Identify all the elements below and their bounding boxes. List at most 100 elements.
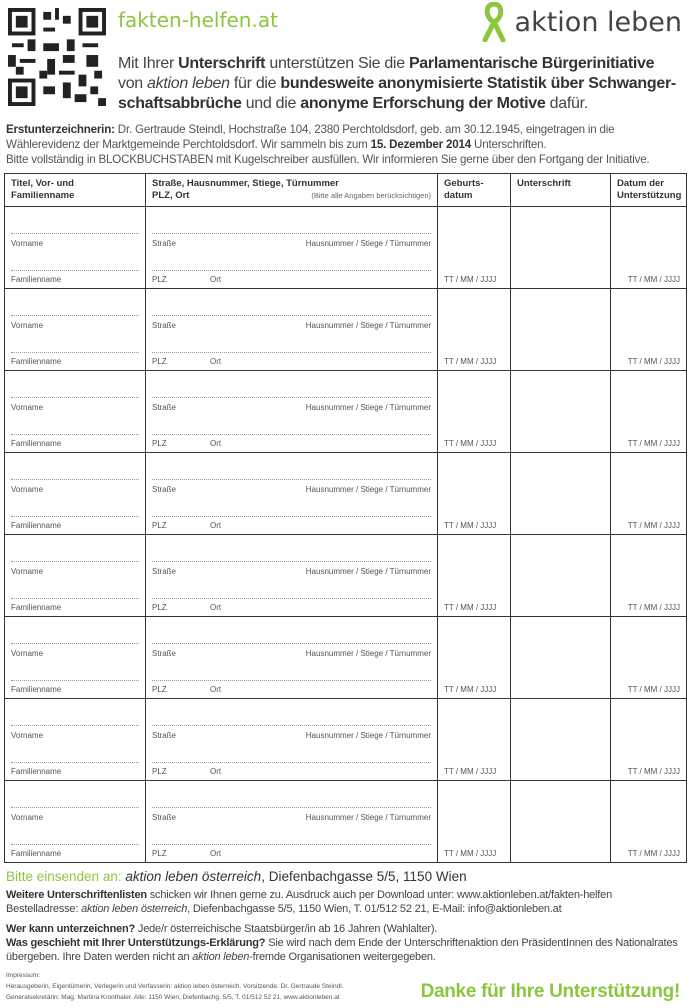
birthdate-cell[interactable]: TT / MM / JJJJ	[437, 452, 511, 535]
date-format: TT / MM / JJJJ	[627, 275, 680, 284]
col-signature: Unterschrift	[510, 173, 611, 207]
address-cell[interactable]: Straße Hausnummer / Stiege / Türnummer PLZ…	[145, 698, 438, 781]
signature-cell[interactable]	[510, 698, 611, 781]
logo-text: aktion leben	[514, 6, 682, 38]
support-date-cell[interactable]: TT / MM / JJJJ	[610, 780, 687, 863]
date-format: TT / MM / JJJJ	[444, 439, 497, 448]
birthdate-cell[interactable]: TT / MM / JJJJ	[437, 534, 511, 617]
name-cell[interactable]: Vorname Familienname	[4, 616, 146, 699]
birthdate-cell[interactable]: TT / MM / JJJJ	[437, 288, 511, 371]
date-format: TT / MM / JJJJ	[627, 357, 680, 366]
table-row: Vorname Familienname Straße Hausnummer / S…	[4, 616, 687, 699]
last-name-label: Familienname	[11, 849, 62, 858]
first-name-label: Vorname	[11, 813, 44, 822]
table-row: Vorname Familienname Straße Hausnummer / S…	[4, 534, 687, 617]
address-cell[interactable]: Straße Hausnummer / Stiege / Türnummer PLZ…	[145, 780, 438, 863]
signature-cell[interactable]	[510, 370, 611, 453]
street-label: Straße	[152, 731, 177, 740]
last-name-label: Familienname	[11, 521, 62, 530]
table-row: Vorname Familienname Straße Hausnummer / S…	[4, 698, 687, 781]
date-format: TT / MM / JJJJ	[627, 521, 680, 530]
support-date-cell[interactable]: TT / MM / JJJJ	[610, 288, 687, 371]
date-format: TT / MM / JJJJ	[627, 849, 680, 858]
house-label: Hausnummer / Stiege / Türnummer	[305, 403, 431, 412]
date-format: TT / MM / JJJJ	[444, 357, 497, 366]
date-format: TT / MM / JJJJ	[627, 767, 680, 776]
signature-cell[interactable]	[510, 206, 611, 289]
send-to: Bitte einsenden an: aktion leben österre…	[6, 869, 467, 884]
birthdate-cell[interactable]: TT / MM / JJJJ	[437, 370, 511, 453]
name-cell[interactable]: Vorname Familienname	[4, 534, 146, 617]
date-format: TT / MM / JJJJ	[444, 275, 497, 284]
col-birthdate: Geburts-datum	[437, 173, 511, 207]
street-label: Straße	[152, 649, 177, 658]
birthdate-cell[interactable]: TT / MM / JJJJ	[437, 616, 511, 699]
zip-label: PLZ	[152, 685, 167, 694]
first-name-label: Vorname	[11, 731, 44, 740]
col-address: Straße, Hausnummer, Stiege, Türnummer PLZ…	[145, 173, 438, 207]
house-label: Hausnummer / Stiege / Türnummer	[305, 239, 431, 248]
name-cell[interactable]: Vorname Familienname	[4, 698, 146, 781]
birthdate-cell[interactable]: TT / MM / JJJJ	[437, 206, 511, 289]
city-label: Ort	[210, 439, 222, 448]
first-name-label: Vorname	[11, 321, 44, 330]
address-cell[interactable]: Straße Hausnummer / Stiege / Türnummer PLZ…	[145, 452, 438, 535]
last-name-label: Familienname	[11, 603, 62, 612]
last-name-label: Familienname	[11, 439, 62, 448]
imprint: Impressum: Herausgeberin, Eigentümerin, V…	[6, 972, 344, 1001]
table-row: Vorname Familienname Straße Hausnummer / S…	[4, 780, 687, 863]
city-label: Ort	[210, 767, 222, 776]
city-label: Ort	[210, 275, 222, 284]
city-label: Ort	[210, 603, 222, 612]
logo: aktion leben	[481, 2, 682, 42]
signature-cell[interactable]	[510, 780, 611, 863]
support-date-cell[interactable]: TT / MM / JJJJ	[610, 616, 687, 699]
support-date-cell[interactable]: TT / MM / JJJJ	[610, 370, 687, 453]
zip-label: PLZ	[152, 275, 167, 284]
name-cell[interactable]: Vorname Familienname	[4, 370, 146, 453]
table-row: Vorname Familienname Straße Hausnummer / S…	[4, 452, 687, 535]
first-name-label: Vorname	[11, 239, 44, 248]
address-cell[interactable]: Straße Hausnummer / Stiege / Türnummer PLZ…	[145, 288, 438, 371]
house-label: Hausnummer / Stiege / Türnummer	[305, 567, 431, 576]
birthdate-cell[interactable]: TT / MM / JJJJ	[437, 780, 511, 863]
name-cell[interactable]: Vorname Familienname	[4, 206, 146, 289]
signature-cell[interactable]	[510, 534, 611, 617]
first-name-label: Vorname	[11, 649, 44, 658]
street-label: Straße	[152, 239, 177, 248]
support-date-cell[interactable]: TT / MM / JJJJ	[610, 452, 687, 535]
col-name: Titel, Vor- und Familienname	[4, 173, 146, 207]
table-row: Vorname Familienname Straße Hausnummer / S…	[4, 370, 687, 453]
house-label: Hausnummer / Stiege / Türnummer	[305, 649, 431, 658]
signature-cell[interactable]	[510, 616, 611, 699]
first-name-label: Vorname	[11, 403, 44, 412]
name-cell[interactable]: Vorname Familienname	[4, 780, 146, 863]
initiator-info: Erstunterzeichnerin: Dr. Gertraude Stein…	[6, 123, 650, 166]
address-cell[interactable]: Straße Hausnummer / Stiege / Türnummer PLZ…	[145, 616, 438, 699]
last-name-label: Familienname	[11, 767, 62, 776]
city-label: Ort	[210, 357, 222, 366]
support-date-cell[interactable]: TT / MM / JJJJ	[610, 206, 687, 289]
date-format: TT / MM / JJJJ	[627, 685, 680, 694]
name-cell[interactable]: Vorname Familienname	[4, 288, 146, 371]
zip-label: PLZ	[152, 767, 167, 776]
address-cell[interactable]: Straße Hausnummer / Stiege / Türnummer PLZ…	[145, 534, 438, 617]
date-format: TT / MM / JJJJ	[627, 603, 680, 612]
more-lists: Weitere Unterschriftenlisten schicken wi…	[6, 889, 612, 915]
signature-cell[interactable]	[510, 452, 611, 535]
zip-label: PLZ	[152, 521, 167, 530]
support-date-cell[interactable]: TT / MM / JJJJ	[610, 534, 687, 617]
house-label: Hausnummer / Stiege / Türnummer	[305, 813, 431, 822]
street-label: Straße	[152, 321, 177, 330]
date-format: TT / MM / JJJJ	[444, 849, 497, 858]
birthdate-cell[interactable]: TT / MM / JJJJ	[437, 698, 511, 781]
address-cell[interactable]: Straße Hausnummer / Stiege / Türnummer PLZ…	[145, 370, 438, 453]
name-cell[interactable]: Vorname Familienname	[4, 452, 146, 535]
street-label: Straße	[152, 813, 177, 822]
support-date-cell[interactable]: TT / MM / JJJJ	[610, 698, 687, 781]
ribbon-icon	[482, 2, 506, 42]
signature-cell[interactable]	[510, 288, 611, 371]
date-format: TT / MM / JJJJ	[444, 767, 497, 776]
address-cell[interactable]: Straße Hausnummer / Stiege / Türnummer PLZ…	[145, 206, 438, 289]
table-row: Vorname Familienname Straße Hausnummer / S…	[4, 206, 687, 289]
